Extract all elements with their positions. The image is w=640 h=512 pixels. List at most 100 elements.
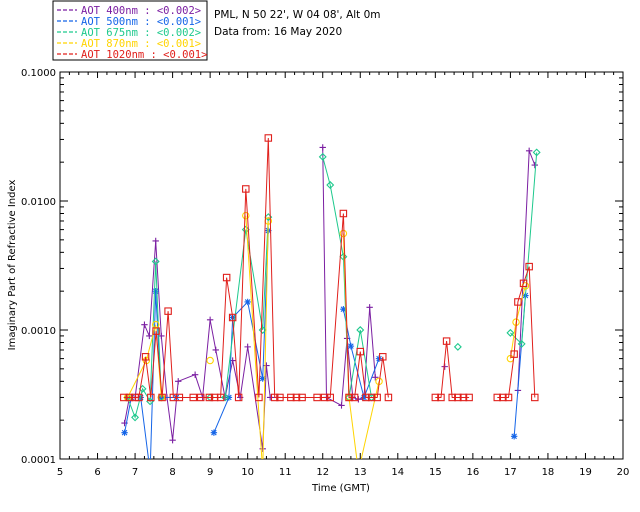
legend-entry: AOT 500nm : <0.001> bbox=[57, 16, 201, 28]
data-point bbox=[131, 393, 139, 402]
x-tick-label: 10 bbox=[241, 467, 254, 478]
data-point bbox=[147, 393, 155, 402]
x-tick-label: 8 bbox=[169, 467, 175, 478]
data-point bbox=[264, 134, 273, 142]
data-point bbox=[292, 393, 301, 402]
legend-label: AOT 400nm : <0.002> bbox=[81, 5, 201, 17]
series-line bbox=[127, 215, 526, 459]
y-axis: 0.0001 0.0010 0.0100 0.1000 bbox=[21, 68, 623, 466]
x-tick-label: 15 bbox=[429, 467, 442, 478]
data-point bbox=[362, 393, 370, 402]
data-point bbox=[120, 393, 128, 402]
data-point bbox=[384, 393, 393, 402]
legend-label: AOT 1020nm : <0.001> bbox=[81, 49, 207, 61]
data-point bbox=[339, 252, 348, 261]
data-point bbox=[244, 343, 251, 351]
series-2 bbox=[121, 227, 529, 474]
x-tick-label: 16 bbox=[466, 467, 479, 478]
data-point bbox=[493, 393, 502, 402]
data-point bbox=[189, 393, 197, 402]
y-axis-label: Imaginary Part of Refractive Index bbox=[7, 180, 18, 351]
data-point bbox=[270, 393, 279, 402]
data-point bbox=[437, 393, 445, 402]
data-point bbox=[431, 393, 440, 402]
data-point bbox=[152, 327, 160, 335]
data-point bbox=[263, 362, 270, 369]
x-tick-label: 18 bbox=[542, 467, 555, 478]
x-tick-label: 5 bbox=[57, 467, 63, 478]
data-point bbox=[454, 393, 462, 402]
data-point bbox=[234, 393, 243, 402]
legend-label: AOT 675nm : <0.002> bbox=[81, 27, 201, 39]
data-point bbox=[521, 282, 530, 290]
data-point bbox=[372, 374, 379, 381]
data-point bbox=[360, 394, 368, 401]
data-point bbox=[318, 152, 327, 161]
x-tick-label: 20 bbox=[617, 467, 630, 478]
data-point bbox=[205, 393, 214, 402]
data-point bbox=[191, 371, 199, 378]
data-point bbox=[379, 353, 387, 361]
data-point bbox=[442, 337, 451, 345]
data-point bbox=[259, 375, 266, 382]
series-line bbox=[127, 152, 538, 420]
legend-entry: AOT 1020nm : <0.001> bbox=[57, 49, 207, 61]
data-point bbox=[141, 321, 148, 328]
data-point bbox=[175, 378, 182, 385]
data-point bbox=[448, 393, 456, 402]
data-point bbox=[146, 332, 153, 340]
data-point bbox=[338, 402, 345, 409]
x-tick-label: 13 bbox=[354, 467, 367, 478]
data-point bbox=[367, 393, 376, 402]
legend-entry: AOT 400nm : <0.002> bbox=[57, 5, 201, 17]
x-tick-label: 19 bbox=[579, 467, 592, 478]
series-line bbox=[123, 137, 536, 398]
data-point bbox=[356, 326, 365, 334]
data-point bbox=[206, 356, 214, 365]
data-point bbox=[197, 393, 205, 402]
data-point bbox=[345, 393, 353, 402]
data-point bbox=[216, 393, 225, 402]
x-tick-label: 6 bbox=[94, 467, 100, 478]
series-3 bbox=[123, 148, 541, 422]
data-point bbox=[276, 393, 284, 402]
series-1 bbox=[121, 144, 538, 452]
x-axis-label: Time (GMT) bbox=[311, 483, 370, 494]
data-point bbox=[125, 393, 134, 402]
data-point bbox=[326, 181, 335, 190]
data-point bbox=[531, 161, 538, 169]
data-point bbox=[152, 287, 159, 295]
data-point bbox=[158, 393, 166, 402]
series-line bbox=[124, 230, 526, 459]
y-tick-label: 0.0001 bbox=[21, 455, 56, 466]
legend-label: AOT 500nm : <0.001> bbox=[81, 16, 201, 28]
data-point bbox=[259, 468, 265, 474]
x-tick-label: 7 bbox=[132, 467, 138, 478]
data-point bbox=[221, 393, 230, 402]
data-point bbox=[532, 148, 541, 157]
data-point bbox=[313, 393, 321, 402]
data-point bbox=[320, 393, 329, 402]
data-point bbox=[340, 305, 347, 313]
x-axis: 5 6 7 8 9 10 11 12 13 14 15 16 17 18 19 20 bbox=[57, 72, 630, 478]
data-point bbox=[298, 393, 306, 402]
data-point bbox=[266, 394, 274, 401]
data-point bbox=[373, 393, 381, 402]
data-point bbox=[350, 393, 359, 402]
data-point bbox=[510, 350, 518, 358]
data-point bbox=[242, 211, 250, 220]
data-point bbox=[169, 436, 176, 444]
site-info: PML, N 50 22', W 04 08', Alt 0m bbox=[214, 9, 381, 21]
data-point bbox=[147, 468, 153, 474]
data-point bbox=[210, 429, 218, 436]
data-point bbox=[212, 346, 219, 354]
data-point bbox=[347, 342, 355, 350]
plot-area bbox=[120, 134, 541, 474]
x-tick-label: 9 bbox=[207, 467, 213, 478]
data-point bbox=[255, 393, 263, 402]
legend-label: AOT 870nm : <0.001> bbox=[81, 38, 201, 50]
data-point bbox=[242, 185, 250, 193]
legend-entry: AOT 675nm : <0.002> bbox=[57, 27, 201, 39]
data-point bbox=[131, 413, 140, 422]
x-tick-label: 11 bbox=[279, 467, 292, 478]
